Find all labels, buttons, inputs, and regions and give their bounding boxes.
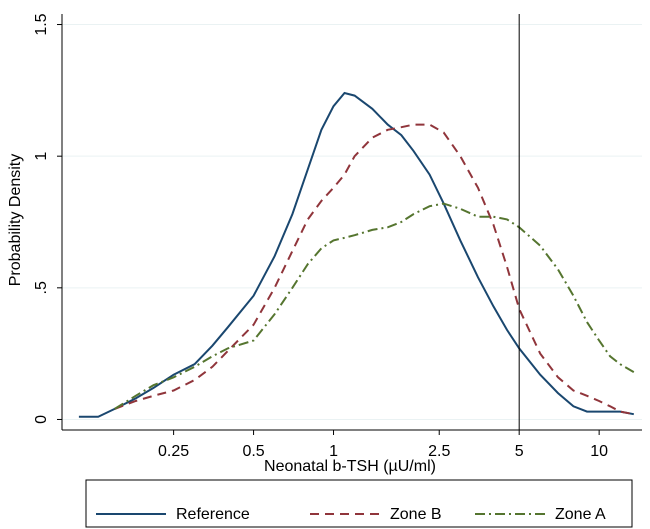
legend-box — [85, 479, 633, 528]
x-tick-label: 5 — [515, 443, 524, 460]
x-tick-label: 10 — [590, 443, 608, 460]
x-tick-label: 1 — [329, 443, 338, 460]
y-axis-title: Probability Density — [7, 154, 24, 287]
x-tick-label: 0.25 — [158, 443, 189, 460]
legend-label: Zone B — [390, 506, 442, 523]
y-tick-label: 0 — [33, 415, 50, 424]
x-tick-label: 0.5 — [242, 443, 264, 460]
density-line — [114, 123, 634, 416]
legend-label: Reference — [176, 506, 250, 523]
y-tick-label: .5 — [33, 281, 50, 294]
y-tick-label: 1 — [33, 152, 50, 161]
x-axis-title: Neonatal b-TSH (µU/ml) — [264, 458, 436, 475]
density-line — [114, 202, 635, 410]
x-tick-label: 2.5 — [428, 443, 450, 460]
y-tick-label: 1.5 — [33, 13, 50, 35]
legend-label: Zone A — [555, 506, 606, 523]
density-line — [78, 91, 634, 418]
